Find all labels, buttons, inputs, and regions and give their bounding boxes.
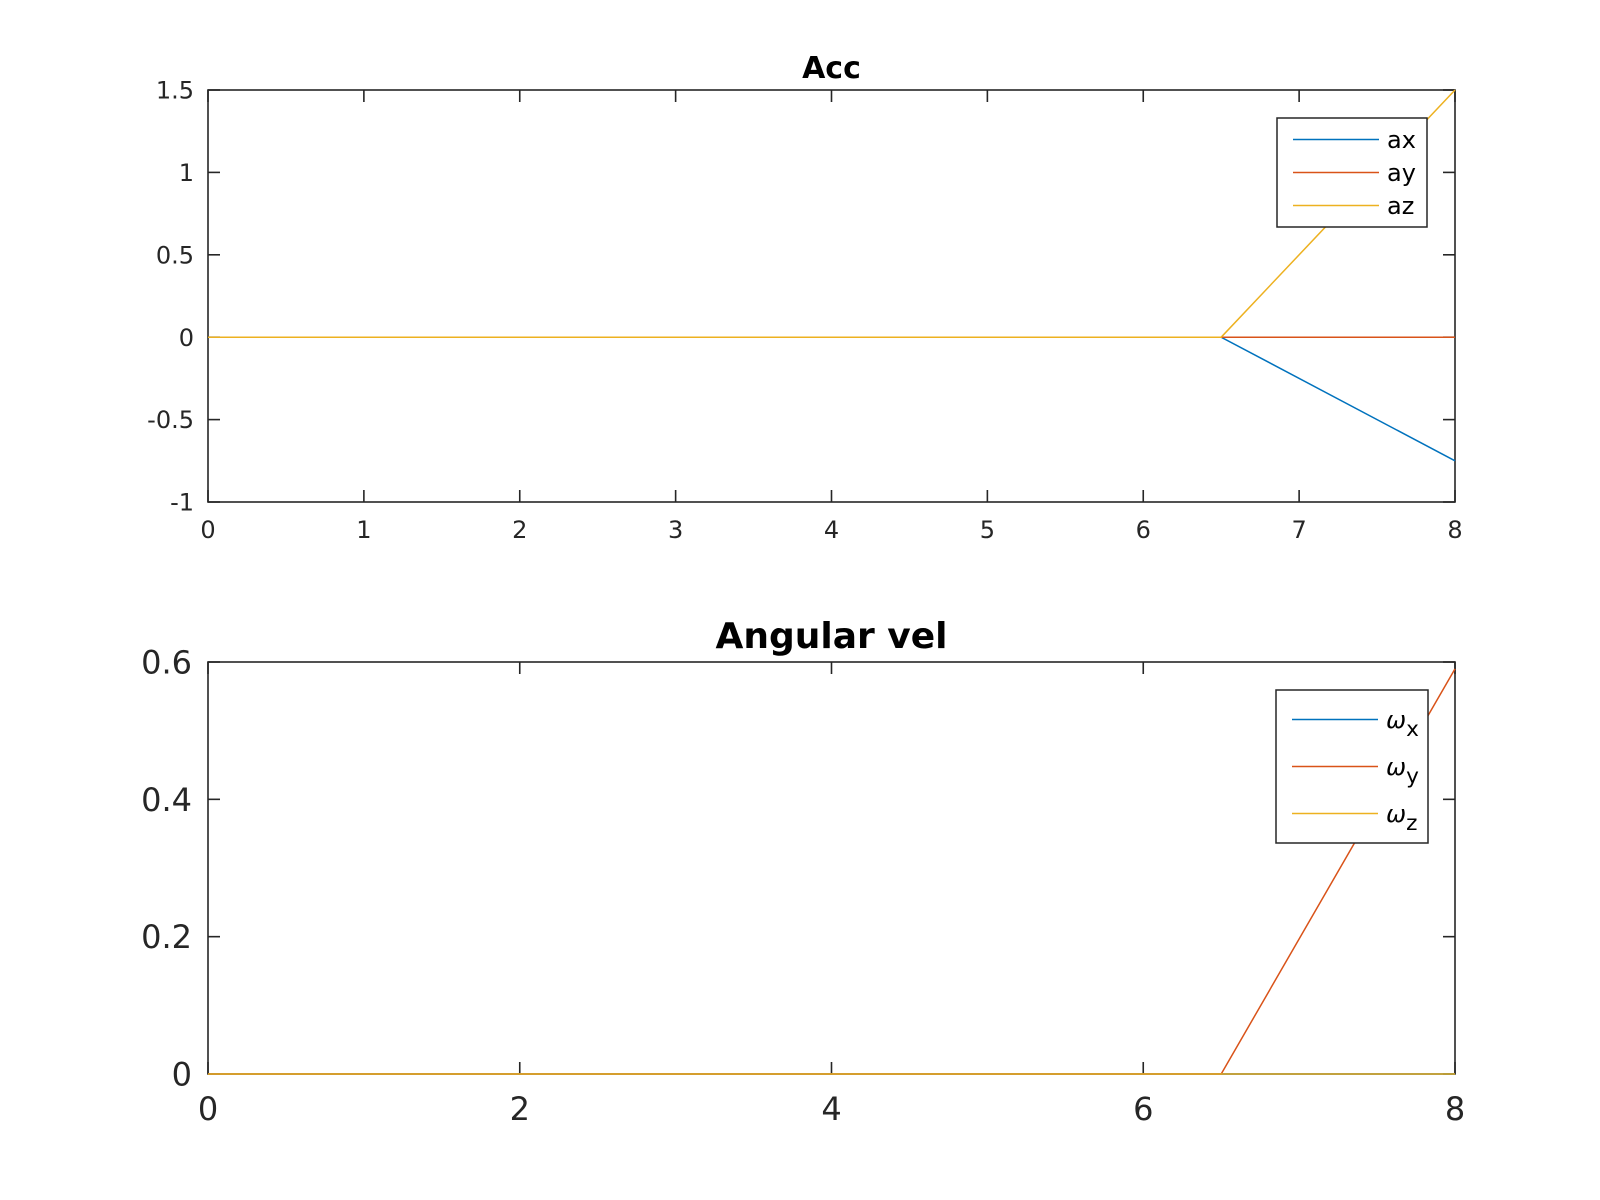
legend-subscript: y <box>1406 764 1419 789</box>
x-tick-label: 3 <box>668 516 683 544</box>
y-tick-label: 0.4 <box>141 781 192 819</box>
x-tick-label: 4 <box>824 516 839 544</box>
y-tick-label: 1.5 <box>156 77 194 105</box>
x-tick-label: 6 <box>1133 1090 1153 1128</box>
x-tick-label: 5 <box>980 516 995 544</box>
y-tick-label: 0 <box>172 1056 192 1094</box>
legend-label: ay <box>1387 159 1416 187</box>
x-tick-label: 4 <box>821 1090 841 1128</box>
y-tick-label: 0.5 <box>156 241 194 269</box>
legend-label: az <box>1387 192 1414 220</box>
subplot-0: 0 1 2 3 4 5 6 7 8 -1 -0.5 0 0.5 1 1.5 Acc ax ay az <box>147 51 1462 544</box>
y-tick-label: 0 <box>179 324 194 352</box>
x-tick-label: 2 <box>510 1090 530 1128</box>
chart-title: Acc <box>802 51 861 86</box>
subplots: 0 1 2 3 4 5 6 7 8 -1 -0.5 0 0.5 1 1.5 Acc ax ay az 0 2 4 6 8 0 0.… <box>141 51 1465 1128</box>
x-tick-label: 2 <box>512 516 527 544</box>
x-tick-label: 0 <box>198 1090 218 1128</box>
x-tick-label: 6 <box>1136 516 1151 544</box>
legend-symbol: ω <box>1386 706 1406 734</box>
x-tick-label: 1 <box>356 516 371 544</box>
legend-subscript: z <box>1406 811 1417 836</box>
legend-label: ωx <box>1386 706 1419 742</box>
x-tick-label: 0 <box>200 516 215 544</box>
y-tick-label: 0.2 <box>141 918 192 956</box>
y-tick-label: 0.6 <box>141 644 192 682</box>
x-tick-label: 7 <box>1291 516 1306 544</box>
x-tick-label: 8 <box>1445 1090 1465 1128</box>
legend-label: ωz <box>1386 800 1417 836</box>
x-tick-label: 8 <box>1447 516 1462 544</box>
y-tick-label: -0.5 <box>147 406 194 434</box>
y-tick-label: -1 <box>170 489 194 517</box>
axes-box <box>207 661 1456 1075</box>
chart-title: Angular vel <box>715 616 947 657</box>
y-tick-label: 1 <box>179 159 194 187</box>
legend-symbol: ω <box>1386 753 1406 781</box>
legend-symbol: ω <box>1386 800 1406 828</box>
legend: ax ay az <box>1276 117 1428 228</box>
legend-subscript: x <box>1406 717 1419 742</box>
legend-label: ax <box>1387 126 1416 154</box>
legend-label: ωy <box>1386 753 1419 789</box>
axes-box <box>207 89 1456 503</box>
